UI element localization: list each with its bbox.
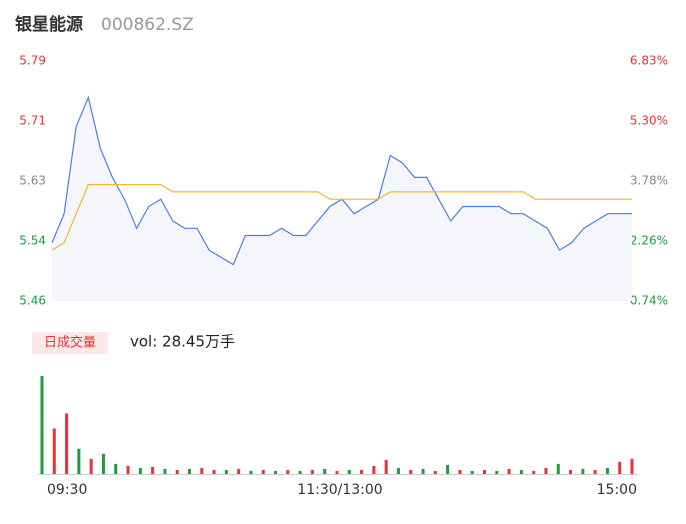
y2-tick-label: 6.83%: [630, 54, 668, 68]
volume-bar: [65, 413, 69, 474]
volume-bar: [519, 469, 523, 474]
volume-bar: [261, 469, 265, 474]
volume-bar: [52, 428, 56, 474]
y-tick-label: 5.63: [19, 174, 46, 188]
volume-bar: [101, 453, 105, 474]
volume-bar: [298, 470, 302, 474]
y2-tick-label: 5.30%: [630, 114, 668, 128]
volume-bar: [409, 469, 413, 474]
volume-bar: [618, 461, 622, 474]
volume-bar: [175, 469, 179, 474]
volume-bar: [188, 468, 191, 474]
volume-bar: [237, 468, 241, 474]
y-tick-label: 5.79: [19, 54, 46, 68]
volume-bar: [446, 464, 450, 474]
average-line: [51, 184, 632, 251]
volume-bar: [605, 467, 609, 474]
volume-bar: [323, 468, 327, 474]
volume-bar: [630, 458, 634, 474]
stock-name: 银星能源: [15, 14, 83, 35]
volume-bar: [274, 470, 278, 474]
volume-bar: [249, 470, 253, 474]
volume-bar: [286, 469, 290, 474]
volume-bar: [384, 459, 388, 474]
volume-bar: [556, 463, 560, 474]
volume-bar: [114, 463, 118, 474]
stock-code: 000862.SZ: [101, 15, 194, 35]
x-tick-label: 15:00: [597, 482, 637, 498]
volume-bar: [593, 469, 597, 474]
volume-bar: [544, 467, 548, 474]
y2-tick-label: 3.78%: [630, 174, 668, 188]
volume-bar: [151, 466, 155, 474]
volume-bar: [138, 467, 142, 474]
volume-bar: [396, 467, 400, 474]
volume-bar: [470, 470, 474, 474]
volume-bar: [40, 376, 44, 474]
legend: 日成交量: [44, 335, 96, 351]
volume-bar: [200, 467, 204, 474]
volume-bar: [458, 469, 462, 474]
x-tick-label: 11:30/13:00: [297, 482, 382, 498]
volume-bar: [126, 465, 130, 474]
volume-bar: [507, 468, 511, 474]
volume-bar: [569, 469, 573, 474]
volume-bar: [89, 458, 93, 474]
volume-bar: [163, 468, 167, 474]
volume-bar: [483, 469, 486, 474]
legend-badge: [32, 332, 108, 354]
x-tick-label: 09:30: [47, 482, 87, 498]
volume-bar: [335, 470, 339, 474]
volume-bar: [372, 465, 376, 474]
volume-bar: [347, 469, 351, 474]
volume-bar: [360, 469, 364, 474]
volume-bar: [310, 469, 314, 474]
volume-bar: [212, 469, 216, 474]
volume-bar: [495, 470, 499, 474]
volume-bar: [532, 470, 536, 474]
volume-bar: [224, 469, 228, 474]
volume-bar: [581, 468, 585, 474]
volume-annotation: vol: 28.45万手: [130, 333, 235, 351]
volume-bar: [433, 470, 437, 474]
y2-tick-label: 2.26%: [630, 234, 668, 248]
y2-tick-label: 0.74%: [630, 294, 668, 308]
y-tick-label: 5.46: [19, 294, 46, 308]
y-tick-label: 5.54: [19, 234, 46, 248]
volume-bar: [77, 448, 81, 474]
volume-bar: [421, 468, 425, 474]
y-tick-label: 5.71: [19, 114, 46, 128]
